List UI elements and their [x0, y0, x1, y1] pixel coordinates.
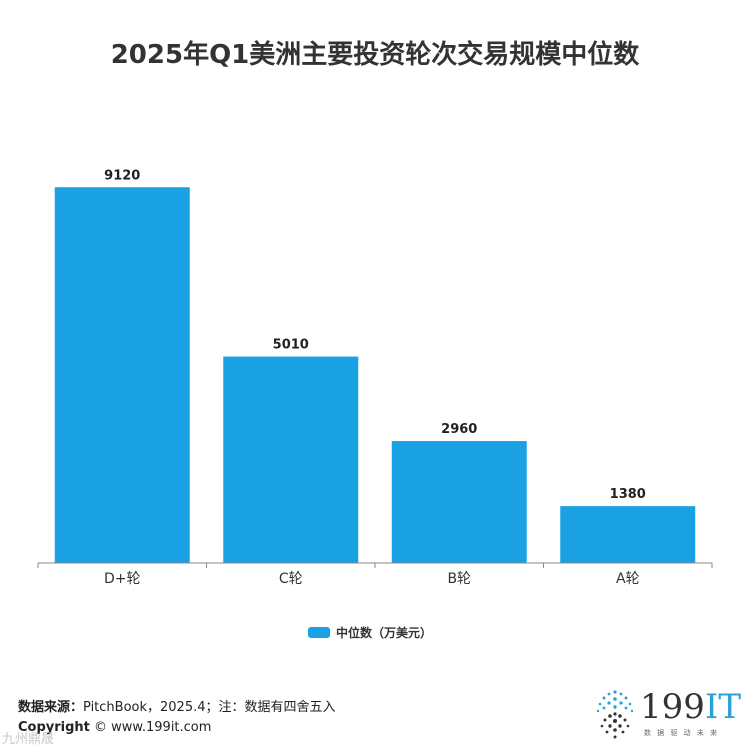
- logo-text: 199IT: [640, 687, 742, 727]
- data-source: 数据来源：PitchBook，2025.4；注：数据有四舍五入: [18, 696, 336, 715]
- copyright: Copyright © www.199it.com: [18, 720, 211, 735]
- logo-dots-icon: [596, 690, 634, 739]
- legend-swatch: [308, 627, 330, 638]
- x-tick-label-3: A轮: [616, 571, 640, 587]
- copyright-text: © www.199it.com: [89, 720, 212, 735]
- chart-legend: 中位数（万美元）: [308, 624, 432, 641]
- source-text: PitchBook，2025.4；注：数据有四舍五入: [83, 700, 336, 715]
- copyright-label: Copyright: [18, 720, 90, 735]
- logo-199it: 199IT 数 据 驱 动 未 来: [590, 686, 742, 742]
- chart-title: 2025年Q1美洲主要投资轮次交易规模中位数: [110, 40, 640, 70]
- data-label-2: 2960: [441, 422, 477, 437]
- bar-1: [223, 356, 359, 563]
- bar-0: [54, 187, 190, 564]
- legend-label: 中位数（万美元）: [336, 626, 433, 640]
- bar-3: [560, 506, 696, 563]
- x-tick-label-2: B轮: [447, 571, 471, 587]
- watermark: 九州鼎晟: [2, 732, 55, 747]
- source-label: 数据来源：: [18, 700, 84, 715]
- x-tick-label-0: D+轮: [104, 571, 141, 587]
- data-label-0: 9120: [104, 168, 140, 183]
- bar-2: [391, 441, 527, 563]
- data-label-1: 5010: [273, 338, 309, 353]
- x-tick-label-1: C轮: [279, 571, 303, 587]
- logo-tagline: 数 据 驱 动 未 来: [644, 729, 720, 737]
- x-axis: D+轮 C轮 B轮 A轮: [37, 562, 713, 587]
- data-label-3: 1380: [610, 487, 646, 502]
- bars-group: 9120 5010 2960 1380: [54, 168, 696, 564]
